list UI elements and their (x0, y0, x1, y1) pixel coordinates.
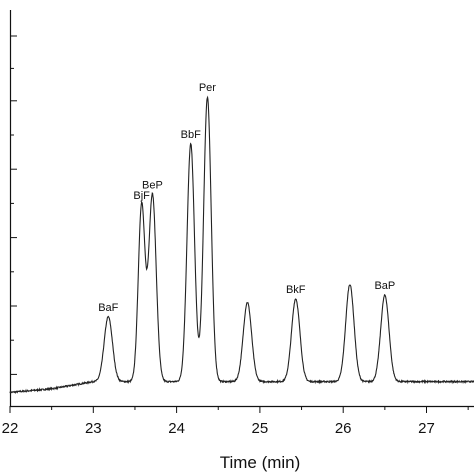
chromatogram-trace (9, 95, 474, 395)
peak-label-bap: BaP (374, 280, 395, 292)
x-tick-label: 26 (335, 420, 352, 437)
peak-label-bbf: BbF (181, 129, 201, 141)
x-ticks (9, 406, 469, 413)
peak-label-per: Per (199, 82, 216, 94)
x-tick-label: 27 (418, 420, 435, 437)
x-tick-label: 25 (252, 420, 269, 437)
peak-label-baf: BaF (98, 302, 118, 314)
y-axis (9, 10, 17, 407)
peak-label-bep: BeP (142, 179, 163, 191)
x-tick-label: 24 (168, 420, 185, 437)
x-axis-title: Time (min) (220, 453, 301, 472)
y-ticks (10, 35, 17, 375)
x-axis: 22 23 24 25 26 27 (2, 405, 474, 437)
peak-label-bjf: BjF (133, 190, 150, 202)
peak-label-bkf: BkF (286, 284, 306, 296)
x-tick-label: 23 (85, 420, 102, 437)
x-tick-label: 22 (2, 420, 19, 437)
x-tick-labels: 22 23 24 25 26 27 (2, 420, 435, 437)
